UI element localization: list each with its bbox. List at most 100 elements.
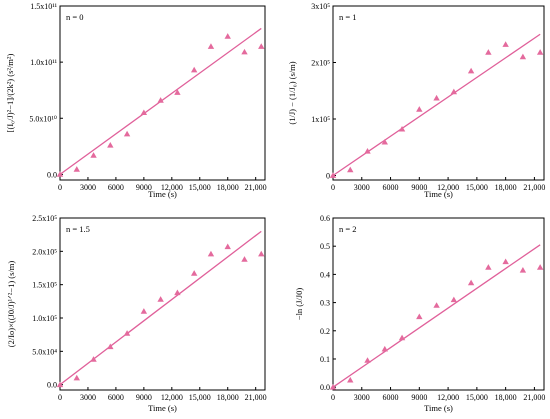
- data-point: [329, 172, 337, 178]
- data-point: [157, 97, 164, 103]
- y-tick-label: 1.0x10⁵: [32, 314, 57, 323]
- x-tick-label: 18,000: [495, 183, 517, 192]
- x-tick-label: 0: [331, 393, 335, 402]
- data-point: [381, 138, 388, 145]
- x-tick-label: 9000: [136, 183, 152, 192]
- x-tick-label: 9000: [411, 393, 427, 402]
- fit-line: [332, 244, 541, 388]
- y-tick-label: 1x10⁵: [311, 115, 330, 124]
- plot-frame: [59, 5, 266, 181]
- data-point: [258, 250, 265, 257]
- x-tick-label: 6000: [108, 393, 124, 402]
- y-tick-label: 0.0: [47, 170, 57, 179]
- data-point: [107, 343, 114, 350]
- y-tick-label: 2.0x10⁵: [32, 247, 57, 256]
- y-tick-label: 5.0x10⁴: [32, 347, 57, 356]
- x-tick-label: 3000: [80, 393, 96, 402]
- panel-annotation: n = 0: [66, 12, 84, 22]
- x-tick-label: 0: [58, 183, 62, 192]
- data-point: [519, 266, 527, 273]
- data-point: [174, 289, 181, 296]
- data-point: [347, 166, 354, 173]
- data-point: [416, 106, 423, 112]
- data-point: [123, 130, 131, 137]
- x-tick-label: 3000: [354, 393, 370, 402]
- data-point: [107, 142, 114, 148]
- data-point: [364, 357, 371, 363]
- data-point: [190, 66, 198, 73]
- data-point: [174, 89, 181, 95]
- fit-line: [332, 33, 541, 177]
- data-point: [90, 356, 97, 362]
- data-point: [381, 345, 388, 352]
- y-tick-label: 1.5x10⁵: [32, 281, 57, 290]
- y-tick-label: 0.4: [320, 270, 330, 279]
- data-point: [207, 250, 215, 257]
- data-point: [190, 270, 198, 276]
- y-tick-label: 0: [326, 171, 330, 180]
- x-tick-label: 18,000: [495, 393, 517, 402]
- data-point: [467, 279, 475, 286]
- y-axis-label: [(I₀/J)²−1]/(2k²) (s²/m²): [5, 54, 15, 133]
- x-tick-label: 21,000: [523, 183, 545, 192]
- data-point: [502, 41, 509, 47]
- data-point: [90, 152, 97, 158]
- x-tick-label: 3000: [354, 183, 370, 192]
- data-point: [73, 374, 80, 381]
- fit-line: [59, 230, 262, 386]
- y-tick-label: 1.5x10¹¹: [30, 2, 57, 11]
- data-point: [398, 334, 406, 341]
- panel-annotation: n = 1: [339, 12, 357, 22]
- data-point: [157, 296, 164, 302]
- data-point: [140, 109, 148, 116]
- data-point: [364, 147, 371, 154]
- x-tick-label: 6000: [383, 393, 399, 402]
- data-point: [241, 48, 248, 55]
- x-tick-label: 0: [331, 183, 335, 192]
- y-axis-label: (1/J) − (1/J₀) (s/m): [287, 61, 297, 124]
- chart-panel-2: 0 3000 6000 9000 12,000 15,000 18,000 21,000 0 1x…: [287, 2, 545, 199]
- panel-annotation: n = 1.5: [66, 224, 90, 234]
- x-tick-label: 15,000: [189, 393, 211, 402]
- data-point: [450, 296, 458, 303]
- x-tick-label: 12,000: [161, 183, 183, 192]
- chart-panel-1: 0 3000 6000 9000 12,000 15,000 18,000 21,000 0.0…: [5, 2, 267, 199]
- data-point: [73, 166, 80, 172]
- y-tick-label: 1.0x10¹¹: [30, 58, 57, 67]
- y-tick-label: 2.5x10⁵: [32, 214, 57, 223]
- data-point: [485, 264, 492, 270]
- x-tick-label: 21,000: [245, 393, 267, 402]
- x-axis-label: Time (s): [424, 403, 453, 413]
- panel-annotation: n = 2: [339, 224, 357, 234]
- y-tick-label: 0.5: [320, 242, 330, 251]
- y-tick-label: 5.0x10¹⁰: [29, 114, 57, 123]
- x-tick-label: 15,000: [466, 183, 488, 192]
- x-tick-label: 21,000: [245, 183, 267, 192]
- x-tick-label: 18,000: [217, 183, 239, 192]
- data-point: [241, 256, 248, 262]
- data-point: [224, 243, 231, 250]
- plot-frame: [332, 217, 545, 391]
- chart-panel-4: 0 3000 6000 9000 12,000 15,000 18,000 21,000 0.0…: [294, 214, 545, 413]
- data-point: [224, 33, 231, 39]
- x-tick-label: 3000: [80, 183, 96, 192]
- x-tick-label: 21,000: [523, 393, 545, 402]
- data-point: [536, 49, 544, 55]
- data-point: [329, 383, 337, 390]
- data-point: [502, 258, 509, 265]
- data-point: [485, 49, 492, 55]
- y-tick-label: 0.6: [320, 214, 330, 223]
- y-tick-label: 2x10⁵: [311, 58, 330, 67]
- x-tick-label: 0: [58, 393, 62, 402]
- chart-panel-3: 0 3000 6000 9000 12,000 15,000 18,000 21,000 0.0…: [6, 214, 267, 413]
- data-point: [123, 330, 131, 336]
- data-point: [56, 171, 64, 177]
- x-tick-label: 12,000: [161, 393, 183, 402]
- data-point: [433, 302, 440, 308]
- data-point: [140, 308, 148, 314]
- data-point: [416, 313, 423, 320]
- y-tick-label: 0.1: [320, 355, 330, 364]
- x-tick-label: 9000: [411, 183, 427, 192]
- x-tick-label: 12,000: [437, 393, 459, 402]
- data-point: [56, 381, 64, 388]
